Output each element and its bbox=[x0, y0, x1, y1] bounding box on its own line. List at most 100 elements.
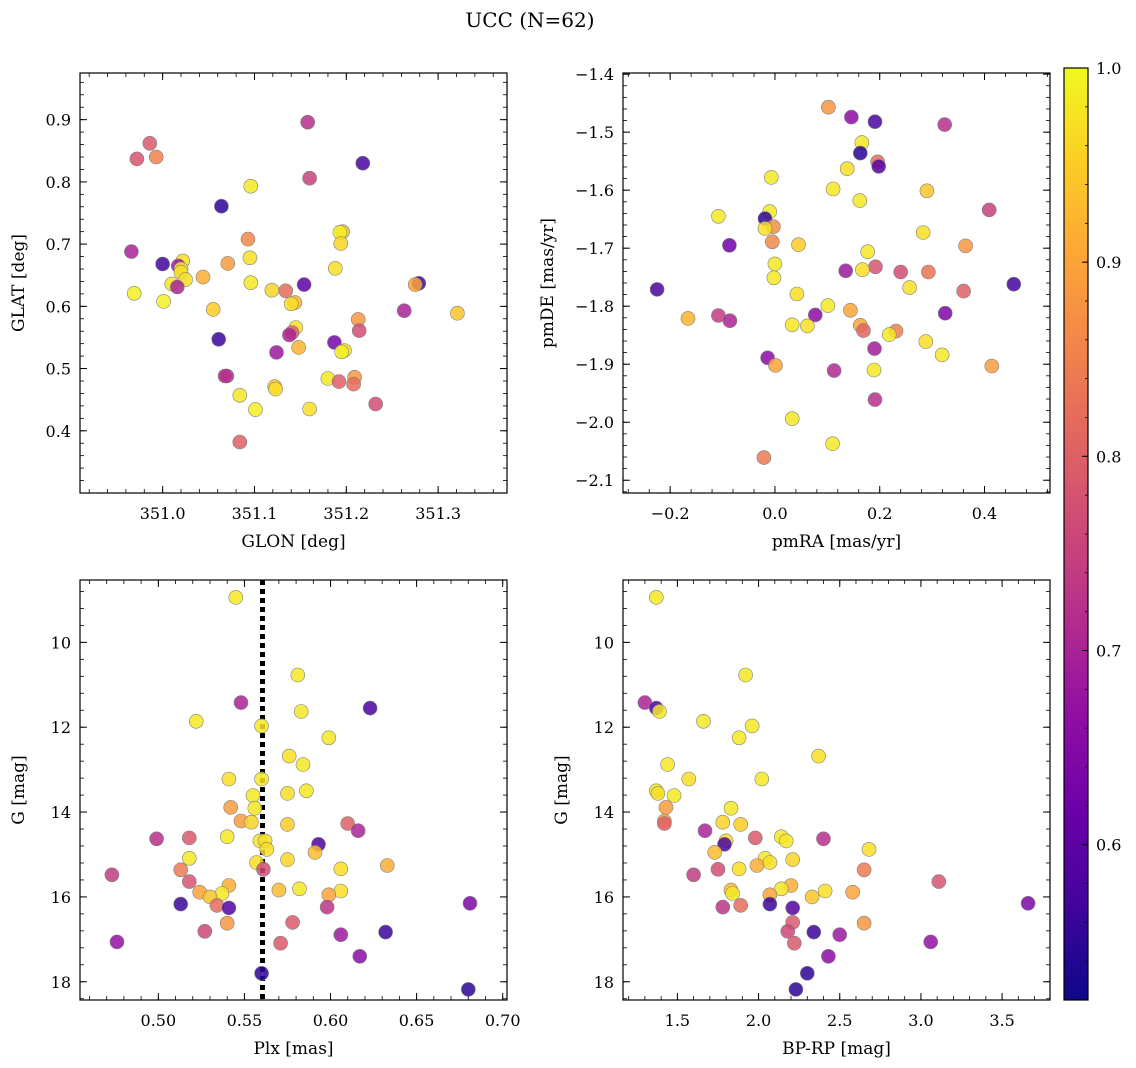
y-tick-label: −1.9 bbox=[575, 355, 614, 374]
x-tick-label: 2.0 bbox=[746, 1011, 771, 1030]
scatter-point bbox=[843, 302, 858, 318]
scatter-point bbox=[768, 358, 783, 373]
scatter-point bbox=[254, 771, 269, 787]
scatter-point bbox=[396, 303, 412, 319]
scatter-point bbox=[273, 935, 288, 951]
x-tick-label: 3.5 bbox=[989, 1011, 1014, 1030]
y-axis-label: GLAT [deg] bbox=[9, 234, 29, 332]
scatter-point bbox=[918, 334, 934, 349]
scatter-point bbox=[763, 170, 779, 185]
plx-g-panel: 0.50 0.55 0.60 0.65 0.70 10 12 14 16 18 Plx [mas] G… bbox=[9, 579, 521, 1059]
scatter-point bbox=[321, 887, 337, 903]
scatter-point bbox=[806, 924, 822, 940]
y-tick-label: 14 bbox=[594, 803, 614, 822]
scatter-point bbox=[861, 842, 877, 857]
scatter-point bbox=[762, 896, 778, 912]
colorbar-tick-label: 0.8 bbox=[1096, 447, 1121, 466]
scatter-point bbox=[292, 881, 307, 897]
scatter-point bbox=[109, 934, 125, 950]
scatter-point bbox=[715, 814, 731, 830]
scatter-point bbox=[780, 923, 796, 939]
y-tick-label: 16 bbox=[594, 888, 614, 907]
x-axis-label: BP-RP [mag] bbox=[782, 1039, 891, 1059]
scatter-point bbox=[825, 181, 841, 197]
scatter-point bbox=[800, 318, 815, 334]
scatter-point bbox=[450, 305, 465, 321]
scatter-point bbox=[269, 345, 284, 360]
scatter-point bbox=[333, 861, 349, 877]
scatter-point bbox=[791, 237, 806, 252]
scatter-point bbox=[984, 358, 1000, 374]
y-tick-label: 14 bbox=[51, 803, 71, 822]
scatter-point bbox=[657, 816, 672, 831]
scatter-point bbox=[915, 225, 931, 240]
figure-title: UCC (N=62) bbox=[465, 8, 594, 32]
scatter-point bbox=[921, 264, 936, 280]
scatter-point bbox=[731, 861, 747, 877]
axes-frame bbox=[79, 72, 508, 494]
scatter-point bbox=[731, 730, 747, 746]
y-tick-label: 0.7 bbox=[46, 235, 71, 254]
scatter-point bbox=[334, 344, 350, 360]
colorbar: 0.6 0.7 0.8 0.9 1.0 bbox=[1063, 59, 1121, 1001]
scatter-point bbox=[710, 861, 726, 877]
scatter-point bbox=[826, 363, 842, 378]
scatter-point bbox=[350, 823, 366, 839]
scatter-point bbox=[821, 99, 836, 115]
scatter-point bbox=[268, 381, 283, 397]
x-tick-label: 0.50 bbox=[141, 1011, 177, 1030]
y-axis-label: G [mag] bbox=[552, 755, 572, 824]
scatter-point bbox=[129, 151, 145, 167]
y-tick-label: −1.6 bbox=[575, 181, 614, 200]
y-tick-label: −1.8 bbox=[575, 297, 614, 316]
x-tick-label: 1.5 bbox=[665, 1011, 690, 1030]
scatter-point bbox=[839, 161, 855, 176]
scatter-point bbox=[733, 898, 749, 913]
y-tick-label: −2.1 bbox=[575, 471, 614, 490]
x-axis-label: pmRA [mas/yr] bbox=[772, 532, 901, 552]
scatter-point bbox=[283, 296, 299, 312]
scatter-point bbox=[242, 250, 258, 266]
x-tick-label: 0.4 bbox=[972, 504, 997, 523]
scatter-point bbox=[785, 900, 801, 916]
scatter-point bbox=[148, 149, 164, 165]
scatter-point bbox=[784, 411, 800, 427]
scatter-point bbox=[681, 771, 697, 787]
scatter-point bbox=[658, 800, 674, 815]
scatter-point bbox=[756, 450, 772, 465]
scatter-point bbox=[680, 311, 696, 326]
y-tick-label: 10 bbox=[594, 633, 614, 652]
scatter-point bbox=[245, 788, 261, 803]
scatter-point bbox=[696, 713, 711, 729]
y-tick-label: −2.0 bbox=[575, 413, 614, 432]
colorbar-tick-label: 0.6 bbox=[1096, 836, 1121, 855]
scatter-point bbox=[214, 198, 229, 214]
scatter-point bbox=[868, 259, 883, 275]
scatter-point bbox=[867, 341, 882, 356]
scatter-point bbox=[722, 313, 738, 329]
scatter-point bbox=[762, 855, 778, 870]
scatter-point bbox=[221, 771, 237, 787]
y-tick-label: 0.9 bbox=[46, 111, 71, 130]
x-tick-label: 351.0 bbox=[140, 504, 186, 523]
x-tick-label: 351.3 bbox=[415, 504, 461, 523]
scatter-point bbox=[811, 748, 826, 764]
scatter-point bbox=[232, 434, 248, 450]
scatter-point bbox=[280, 852, 295, 867]
scatter-point bbox=[327, 261, 343, 276]
scatter-point bbox=[717, 836, 732, 852]
y-tick-label: 18 bbox=[594, 973, 614, 992]
x-tick-label: 0.55 bbox=[227, 1011, 263, 1030]
x-tick-label: 0.0 bbox=[762, 504, 787, 523]
y-tick-label: 12 bbox=[594, 718, 614, 737]
scatter-point bbox=[302, 170, 317, 186]
scatter-point bbox=[855, 262, 870, 278]
scatter-point bbox=[321, 730, 337, 746]
scatter-point bbox=[838, 263, 854, 279]
scatter-point bbox=[789, 286, 805, 302]
scatter-point bbox=[291, 340, 306, 355]
scatter-point bbox=[346, 376, 361, 392]
scatter-point bbox=[715, 899, 731, 915]
scatter-point bbox=[331, 374, 347, 389]
